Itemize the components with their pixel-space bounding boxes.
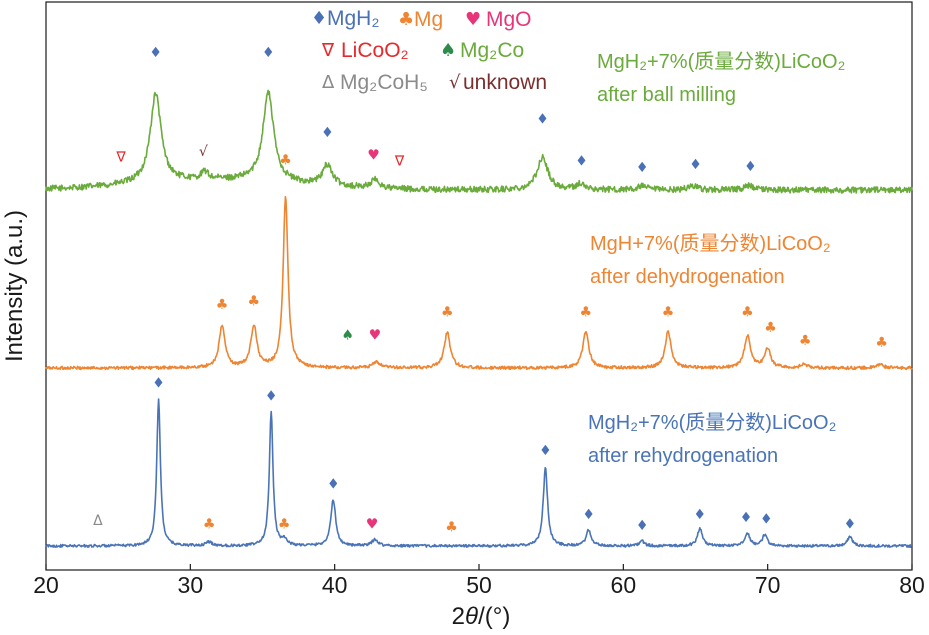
peak-marker-mgh2: ♦ — [689, 157, 702, 173]
peak-marker-mgh2: ♦ — [575, 153, 588, 169]
legend-licoo2-label: LiCoO₂ — [341, 39, 409, 62]
legend-licoo2-symbol: ∇ — [321, 40, 335, 61]
x-tick-label: 70 — [755, 572, 781, 598]
x-tick-label: 50 — [466, 572, 492, 598]
series-line-dehydrogenated — [45, 195, 913, 371]
peak-marker-mgh2: ♦ — [760, 512, 773, 528]
peak-marker-mg: ♣ — [764, 320, 777, 336]
legend: ♦ MgH₂ ♣ Mg ♥ MgO ∇ LiCoO₂ ♠ Mg₂Co Δ Mg₂… — [311, 7, 547, 94]
legend-unknown-label: unknown — [463, 71, 547, 94]
peak-markers: ♦ ♦ ♦ ♦ ♦ ♦ ♦ ♦ ∇ ∇ √ ♥ ♣ ♣ ♣ ♣ ♣ ♣ ♣ ♣ ♣ ♣ ♠ ♥ ♦ ♦ ♦ ♦ ♦ ♦ ♦ ♦ ♦ ♦ Δ ♣ ♣ ♣ ♥ — [93, 45, 888, 536]
peak-marker-mg: ♣ — [248, 293, 261, 309]
series-label-ball-milled-line2: after ball milling — [597, 84, 736, 106]
peak-marker-mg: ♣ — [662, 305, 675, 321]
peak-marker-mg: ♣ — [580, 305, 593, 321]
x-axis-title: 2θ/(°) — [452, 603, 511, 630]
series-label-rehydrogenated-line2: after rehydrogenation — [588, 445, 778, 467]
series-label-dehydrogenated-line1: MgH+7%(质量分数)LiCoO₂ — [590, 232, 831, 255]
peak-marker-mgh2: ♦ — [694, 507, 707, 523]
legend-mg-symbol: ♣ — [398, 9, 414, 30]
peak-marker-mgh2: ♦ — [536, 112, 549, 128]
peak-marker-mgh2: ♦ — [636, 518, 649, 534]
legend-unknown-symbol: √ — [449, 72, 461, 93]
x-tick-label: 30 — [178, 572, 204, 598]
peak-marker-licoo2: ∇ — [115, 150, 126, 166]
peak-marker-mg: ♣ — [279, 153, 292, 169]
peak-marker-mg: ♣ — [216, 297, 229, 313]
peak-marker-mg: ♣ — [741, 305, 754, 321]
legend-mgo-symbol: ♥ — [465, 9, 481, 30]
legend-mg2co-label: Mg₂Co — [460, 39, 524, 62]
peak-marker-mg: ♣ — [875, 335, 888, 351]
x-tick-label: 40 — [322, 572, 348, 598]
series-label-rehydrogenated-line1: MgH₂+7%(质量分数)LiCoO₂ — [588, 411, 836, 434]
series-label-dehydrogenated-line2: after dehydrogenation — [590, 266, 785, 288]
peak-marker-mg: ♣ — [799, 333, 812, 349]
legend-mg2coh5-symbol: Δ — [322, 72, 335, 93]
x-tick-label: 60 — [611, 572, 637, 598]
peak-marker-mgh2: ♦ — [744, 159, 757, 175]
peak-marker-mg: ♣ — [278, 516, 291, 532]
peak-marker-mgo: ♥ — [367, 148, 380, 164]
legend-mg2co-symbol: ♠ — [440, 40, 456, 61]
series-traces — [45, 89, 913, 549]
peak-marker-mg: ♣ — [441, 305, 454, 321]
y-axis-title: Intensity (a.u.) — [1, 210, 28, 362]
x-tick-label: 20 — [33, 572, 59, 598]
legend-mg-label: Mg — [414, 8, 443, 31]
x-axis-ticks: 20 30 40 50 60 70 80 — [33, 564, 925, 598]
peak-marker-mg2co: ♠ — [341, 328, 354, 344]
legend-mgh2-label: MgH₂ — [327, 7, 380, 30]
peak-marker-mg: ♣ — [445, 520, 458, 536]
peak-marker-mgo: ♥ — [366, 516, 379, 532]
legend-mgo-label: MgO — [486, 8, 532, 31]
peak-marker-mgh2: ♦ — [539, 443, 552, 459]
peak-marker-mgo: ♥ — [369, 328, 382, 344]
peak-marker-mgh2: ♦ — [321, 125, 334, 141]
series-label-ball-milled-line1: MgH₂+7%(质量分数)LiCoO₂ — [597, 50, 845, 73]
peak-marker-mgh2: ♦ — [265, 388, 278, 404]
x-tick-label: 80 — [899, 572, 925, 598]
peak-marker-mgh2: ♦ — [149, 45, 162, 61]
peak-marker-mgh2: ♦ — [636, 160, 649, 176]
legend-mg2coh5-label: Mg₂CoH₅ — [340, 71, 428, 94]
peak-marker-mg2coh5: Δ — [93, 513, 103, 529]
peak-marker-unknown: √ — [199, 144, 208, 160]
peak-marker-mg: ♣ — [203, 516, 216, 532]
peak-marker-mgh2: ♦ — [327, 476, 340, 492]
series-line-rehydrogenated — [45, 398, 913, 549]
peak-marker-mgh2: ♦ — [262, 45, 275, 61]
peak-marker-mgh2: ♦ — [844, 516, 857, 532]
legend-mgh2-symbol: ♦ — [311, 8, 327, 29]
peak-marker-mgh2: ♦ — [582, 507, 595, 523]
peak-marker-licoo2: ∇ — [394, 153, 405, 169]
peak-marker-mgh2: ♦ — [740, 510, 753, 526]
peak-marker-mgh2: ♦ — [152, 376, 165, 392]
series-line-ball_milled — [45, 89, 913, 194]
